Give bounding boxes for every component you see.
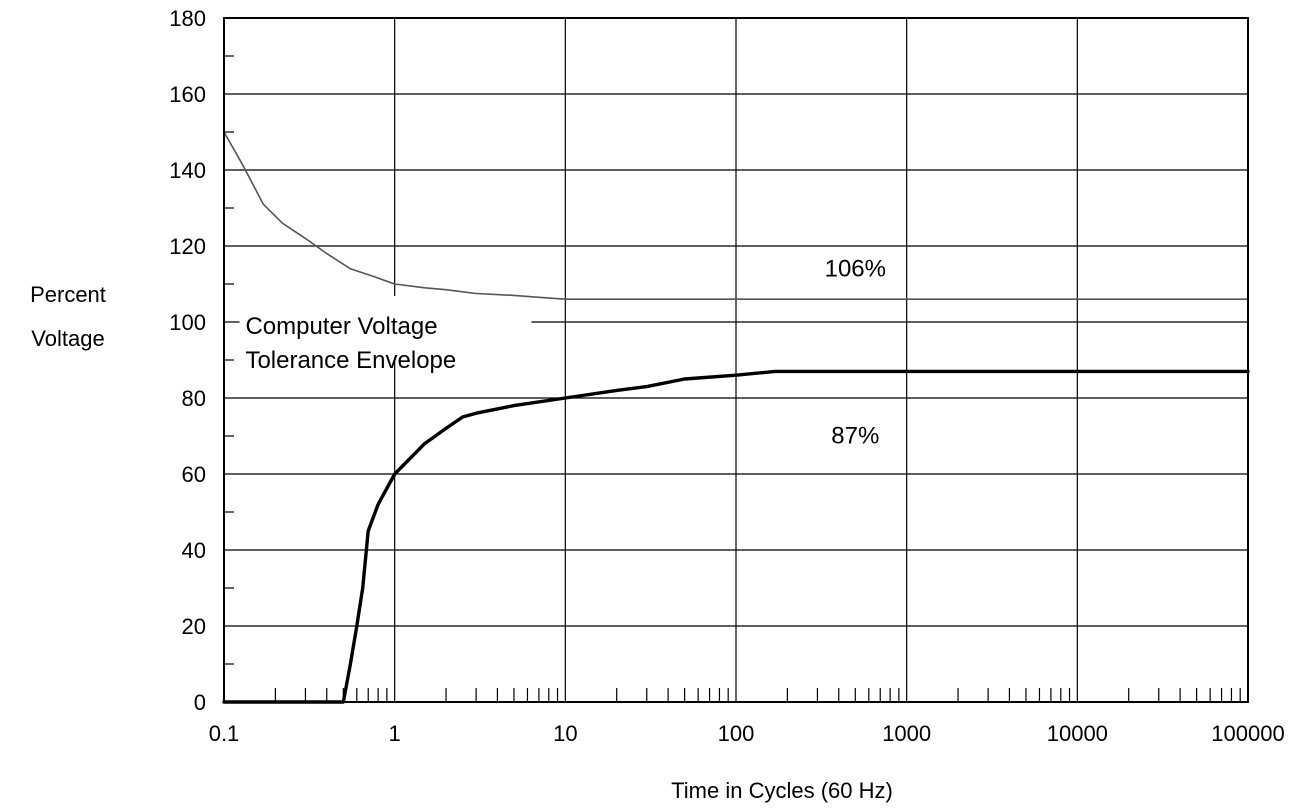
y-tick-label: 60 [182, 462, 206, 487]
y-tick-label: 100 [169, 310, 206, 335]
y-tick-label: 0 [194, 690, 206, 715]
y-axis-label-line1: Percent [30, 282, 106, 307]
y-tick-label: 140 [169, 158, 206, 183]
annotation-label: 106% [825, 255, 886, 282]
x-tick-label: 10000 [1047, 721, 1108, 746]
x-tick-label: 0.1 [209, 721, 240, 746]
x-tick-label: 10 [553, 721, 577, 746]
x-tick-label: 1000 [882, 721, 931, 746]
series-lines [222, 131, 1250, 704]
series-line-lower [222, 369, 1250, 704]
annotation-label: Computer Voltage [245, 313, 437, 340]
annotation-label: 87% [831, 423, 879, 450]
x-tick-label: 100000 [1211, 721, 1284, 746]
y-tick-label: 120 [169, 234, 206, 259]
minor-ticks [224, 55, 1241, 702]
y-tick-label: 80 [182, 386, 206, 411]
annotation-background [239, 296, 532, 360]
annotations: 106% 87% Computer Voltage Tolerance Envelop… [239, 255, 886, 450]
x-axis-label: Time in Cycles (60 Hz) [671, 778, 893, 803]
y-tick-labels: 0 20 40 60 80 100 120 140 160 180 [169, 6, 206, 715]
plot-frame [223, 17, 1249, 703]
x-tick-label: 100 [718, 721, 755, 746]
y-tick-label: 40 [182, 538, 206, 563]
y-tick-label: 160 [169, 82, 206, 107]
x-tick-label: 1 [389, 721, 401, 746]
annotation-label: Tolerance Envelope [245, 347, 456, 374]
y-axis-label-line2: Voltage [31, 326, 104, 351]
y-tick-label: 180 [169, 6, 206, 31]
y-tick-label: 20 [182, 614, 206, 639]
series-line-upper [223, 131, 1249, 300]
x-tick-labels: 0.1 1 10 100 1000 10000 100000 [209, 721, 1285, 746]
